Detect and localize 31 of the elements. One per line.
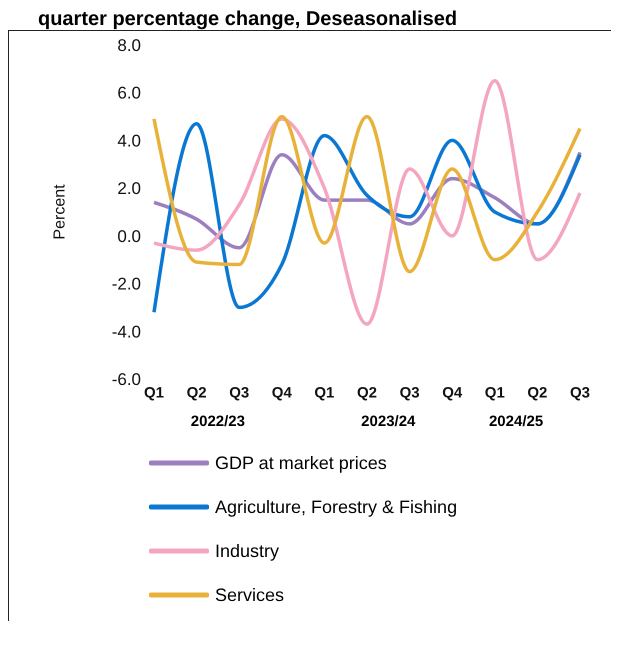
x-tick-label: Q2 [186, 384, 207, 402]
y-tick-label: 2.0 [117, 179, 141, 198]
legend-label: Industry [215, 540, 280, 562]
text: 2024/25 [488, 413, 544, 430]
y-tick-label: 6.0 [117, 84, 141, 103]
text: 2022/23 [190, 413, 246, 430]
y-tick-label: 8.0 [117, 36, 141, 56]
x-tick-label: Q2 [356, 384, 378, 402]
y-tick-label: 0.0 [117, 226, 141, 246]
y-tick-label: -4.0 [112, 322, 141, 342]
x-tick-label: Q3 [400, 384, 420, 402]
x-tick-label: Q4 [272, 384, 292, 402]
x-tick-label: Q2 [527, 384, 548, 402]
line-series [152, 79, 582, 326]
chart-title: quarter percentage change, Deseasonalised [37, 8, 458, 30]
y-tick-label: -6.0 [112, 370, 141, 390]
line-series [152, 114, 582, 274]
x-tick-label: Q1 [314, 384, 334, 402]
y-tick-label: -2.0 [112, 274, 141, 294]
x-tick-label: Q3 [570, 384, 590, 402]
legend-label: GDP at market prices [215, 452, 387, 474]
legend-label: Services [215, 584, 284, 606]
x-tick-label: Q1 [144, 384, 164, 402]
text: 2023/24 [360, 413, 416, 430]
legend-label: Agriculture, Forestry & Fishing [215, 496, 458, 518]
line-series [152, 122, 582, 314]
y-tick-label: 4.0 [117, 131, 141, 150]
x-tick-label: Q4 [442, 384, 463, 402]
y-axis-title: Percent [52, 184, 69, 240]
x-tick-label: Q1 [484, 384, 505, 402]
x-tick-label: Q3 [229, 384, 250, 402]
